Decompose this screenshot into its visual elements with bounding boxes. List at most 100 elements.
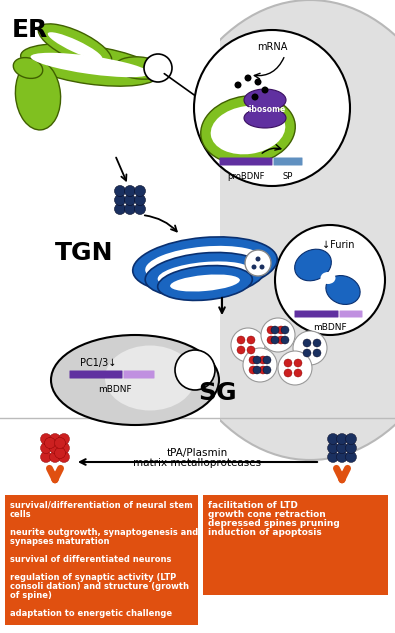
FancyBboxPatch shape <box>203 495 388 595</box>
Ellipse shape <box>244 89 286 111</box>
Circle shape <box>263 356 271 364</box>
Circle shape <box>55 448 66 458</box>
Circle shape <box>194 30 350 186</box>
Circle shape <box>115 185 126 196</box>
Circle shape <box>281 326 289 334</box>
Circle shape <box>237 346 245 354</box>
Circle shape <box>115 194 126 206</box>
Ellipse shape <box>133 237 277 293</box>
Text: survival/differentiation of neural stem: survival/differentiation of neural stem <box>10 501 193 510</box>
Circle shape <box>124 194 135 206</box>
Ellipse shape <box>201 96 295 165</box>
Circle shape <box>327 442 339 453</box>
Circle shape <box>247 336 255 344</box>
FancyBboxPatch shape <box>295 311 339 318</box>
Circle shape <box>135 185 145 196</box>
Circle shape <box>281 336 289 344</box>
Circle shape <box>252 265 256 270</box>
FancyBboxPatch shape <box>339 311 363 318</box>
Text: regulation of synaptic activity (LTP: regulation of synaptic activity (LTP <box>10 573 176 582</box>
Text: mRNA: mRNA <box>257 42 287 52</box>
Ellipse shape <box>38 24 112 66</box>
Circle shape <box>261 318 295 352</box>
Circle shape <box>41 451 51 463</box>
Text: adaptation to energetic challenge: adaptation to energetic challenge <box>10 609 172 618</box>
Text: induction of apoptosis: induction of apoptosis <box>208 528 322 537</box>
Text: synapses maturation: synapses maturation <box>10 537 109 546</box>
Circle shape <box>237 336 245 344</box>
Circle shape <box>294 369 302 377</box>
Text: SP: SP <box>283 172 293 181</box>
Circle shape <box>271 336 279 344</box>
FancyBboxPatch shape <box>220 158 273 165</box>
Ellipse shape <box>211 106 285 154</box>
Circle shape <box>267 336 275 344</box>
Text: ↓Furin: ↓Furin <box>322 240 354 250</box>
Circle shape <box>253 356 261 364</box>
Circle shape <box>41 434 51 444</box>
Text: growth cone retraction: growth cone retraction <box>208 510 326 519</box>
Circle shape <box>260 265 265 270</box>
Circle shape <box>263 366 271 374</box>
Circle shape <box>249 366 257 374</box>
Circle shape <box>284 369 292 377</box>
Ellipse shape <box>295 249 331 281</box>
Ellipse shape <box>145 253 265 298</box>
Text: tPA/Plasmin: tPA/Plasmin <box>166 448 228 458</box>
Circle shape <box>41 442 51 453</box>
Ellipse shape <box>21 44 159 86</box>
Circle shape <box>144 54 172 82</box>
Circle shape <box>124 185 135 196</box>
FancyBboxPatch shape <box>124 370 154 379</box>
Ellipse shape <box>105 346 195 410</box>
Circle shape <box>253 366 261 374</box>
Circle shape <box>45 437 56 449</box>
Circle shape <box>293 331 327 365</box>
Circle shape <box>337 451 348 463</box>
Ellipse shape <box>30 53 149 77</box>
Circle shape <box>259 356 267 364</box>
Text: PC1/3↓: PC1/3↓ <box>80 358 117 368</box>
Circle shape <box>346 434 357 444</box>
Text: cells: cells <box>10 510 32 519</box>
Circle shape <box>259 366 267 374</box>
Circle shape <box>49 434 60 444</box>
Circle shape <box>277 336 285 344</box>
Text: mBDNF: mBDNF <box>98 385 132 394</box>
Ellipse shape <box>48 32 102 60</box>
Ellipse shape <box>115 57 165 79</box>
Circle shape <box>277 326 285 334</box>
Text: of spine): of spine) <box>10 591 52 600</box>
Circle shape <box>313 349 321 357</box>
Circle shape <box>294 359 302 367</box>
Ellipse shape <box>13 58 43 78</box>
Circle shape <box>337 434 348 444</box>
Circle shape <box>327 451 339 463</box>
Circle shape <box>327 434 339 444</box>
Ellipse shape <box>158 266 252 301</box>
Text: depressed spines pruning: depressed spines pruning <box>208 519 340 528</box>
Circle shape <box>235 82 241 89</box>
Circle shape <box>135 203 145 215</box>
Circle shape <box>254 78 261 85</box>
Text: SG: SG <box>198 381 237 405</box>
Circle shape <box>275 225 385 335</box>
Circle shape <box>337 442 348 453</box>
FancyBboxPatch shape <box>5 495 198 625</box>
FancyBboxPatch shape <box>0 0 220 633</box>
FancyBboxPatch shape <box>273 158 303 165</box>
Text: proBDNF: proBDNF <box>227 172 265 181</box>
Ellipse shape <box>158 261 252 289</box>
Circle shape <box>243 348 277 382</box>
Ellipse shape <box>320 272 335 284</box>
Circle shape <box>58 434 70 444</box>
Circle shape <box>261 87 269 94</box>
Circle shape <box>245 250 271 276</box>
Circle shape <box>284 359 292 367</box>
Circle shape <box>278 351 312 385</box>
Circle shape <box>231 328 265 362</box>
Text: consoli dation) and structure (growth: consoli dation) and structure (growth <box>10 582 189 591</box>
FancyBboxPatch shape <box>70 370 122 379</box>
Circle shape <box>49 451 60 463</box>
Circle shape <box>247 346 255 354</box>
